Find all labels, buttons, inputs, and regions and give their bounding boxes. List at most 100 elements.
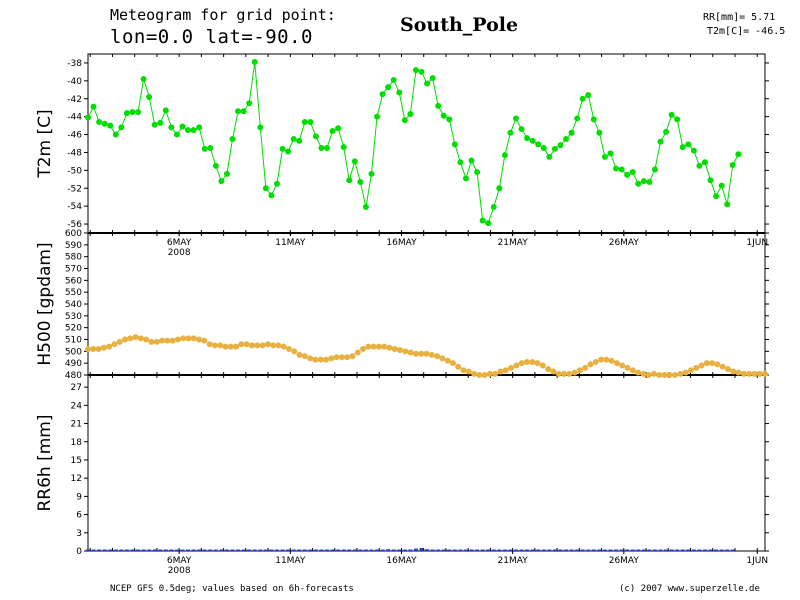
rr-bar xyxy=(108,549,113,551)
rr-bar xyxy=(586,549,591,551)
title-coordinates: lon=0.0 lat=-90.0 xyxy=(110,26,313,48)
x-tick-label: 11MAY xyxy=(275,238,306,248)
rr-bar xyxy=(230,549,235,551)
t2m-point xyxy=(168,124,175,131)
h500-point xyxy=(571,369,578,376)
rr-bar xyxy=(597,549,602,551)
t2m-point xyxy=(418,68,425,75)
rr-bar xyxy=(614,549,619,551)
t2m-point xyxy=(624,171,631,178)
h500-point xyxy=(460,367,467,374)
t2m-point xyxy=(507,129,514,136)
t2m-point xyxy=(379,91,386,98)
rr-bar xyxy=(258,549,263,551)
rr-bar xyxy=(269,549,274,551)
rr-bar xyxy=(113,549,118,551)
rr-bar xyxy=(91,549,96,551)
h500-point xyxy=(116,338,123,345)
rr-bar xyxy=(219,549,224,551)
h500-point xyxy=(719,363,726,370)
t2m-point xyxy=(512,115,519,122)
t2m-point xyxy=(290,136,297,143)
t2m-point xyxy=(157,119,164,126)
h500-point xyxy=(402,348,409,355)
t2m-point xyxy=(101,120,108,127)
t2m-point xyxy=(185,127,192,134)
y-tick-label: 21 xyxy=(71,420,82,430)
h500-point xyxy=(656,372,663,378)
t2m-point xyxy=(501,152,508,159)
h500-point xyxy=(248,342,255,349)
t2m-point xyxy=(368,170,375,177)
h500-point xyxy=(111,341,118,348)
y-tick-label: 540 xyxy=(65,300,82,310)
t2m-point xyxy=(307,119,314,126)
t2m-point xyxy=(596,129,603,136)
t2m-point xyxy=(679,144,686,151)
h500-point xyxy=(381,343,388,350)
h500-point xyxy=(740,370,747,377)
y-tick-label: -56 xyxy=(67,220,82,230)
rr-bar xyxy=(536,549,541,551)
t2m-point xyxy=(690,147,697,154)
t2m-point xyxy=(112,131,119,138)
y-tick-label: 6 xyxy=(76,511,82,521)
x-tick-year: 2008 xyxy=(168,248,191,258)
rr-bar xyxy=(608,549,613,551)
rr-bar xyxy=(458,549,463,551)
h500-point xyxy=(635,369,642,376)
rr-bar xyxy=(86,549,90,551)
rr-bar xyxy=(308,549,313,551)
t2m-point xyxy=(685,141,692,148)
t2m-point xyxy=(551,145,558,152)
h500-point xyxy=(280,343,287,350)
y-tick-label: 570 xyxy=(65,265,82,275)
y-axis-label: T2m [C] xyxy=(35,109,55,178)
rr-bar xyxy=(297,549,302,551)
h500-point xyxy=(143,336,150,343)
y-tick-label: 18 xyxy=(71,438,83,448)
h500-point xyxy=(317,356,324,363)
t2m-point xyxy=(212,162,219,169)
rr-bar xyxy=(491,549,496,551)
x-tick-label: 1JUN xyxy=(746,238,768,248)
rr-bar xyxy=(425,549,430,551)
t2m-point xyxy=(279,145,286,152)
rr-bar xyxy=(286,549,291,551)
h500-point xyxy=(534,360,541,367)
h500-point xyxy=(190,335,197,342)
t2m-point xyxy=(296,137,303,144)
t2m-point xyxy=(635,180,642,187)
rr-bar xyxy=(247,549,252,551)
h500-point xyxy=(270,342,277,349)
h500-point xyxy=(370,343,377,350)
t2m-point xyxy=(262,185,269,192)
rr-bar xyxy=(652,549,657,551)
rr-bar xyxy=(541,549,546,551)
h500-point xyxy=(486,370,493,377)
h500-point xyxy=(201,337,208,344)
t2m-point xyxy=(424,80,431,87)
t2m-point xyxy=(657,138,664,145)
rr-bar xyxy=(419,547,424,551)
y-tick-label: 580 xyxy=(65,253,82,263)
t2m-point xyxy=(557,142,564,149)
rr-bar xyxy=(347,549,352,551)
rr-bar xyxy=(452,549,457,551)
h500-point xyxy=(624,364,631,371)
rr-bar xyxy=(680,549,685,551)
h500-point xyxy=(582,364,589,371)
t2m-point xyxy=(479,217,486,224)
t2m-point xyxy=(118,124,125,131)
h500-point xyxy=(698,362,705,369)
t2m-point xyxy=(207,144,214,151)
t2m-point xyxy=(568,129,575,136)
t2m-point xyxy=(668,111,675,118)
h500-point xyxy=(687,367,694,374)
h500-point xyxy=(428,351,435,358)
y-tick-label: 600 xyxy=(65,229,82,239)
h500-point xyxy=(196,336,203,343)
y-tick-label: -44 xyxy=(67,113,82,123)
h500-point xyxy=(153,338,160,345)
t2m-point xyxy=(357,178,364,185)
